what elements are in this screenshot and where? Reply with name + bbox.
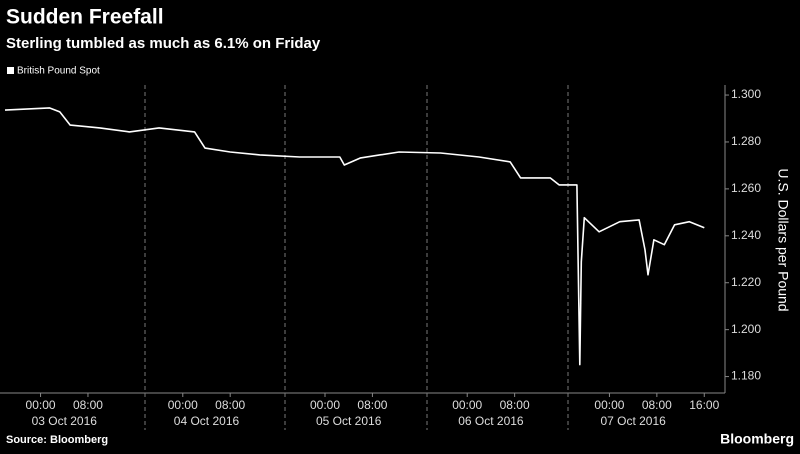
x-tick-label: 16:00 [689, 398, 719, 412]
x-date-label: 04 Oct 2016 [174, 414, 240, 428]
x-tick-label: 00:00 [168, 398, 198, 412]
y-tick-label: 1.240 [731, 228, 761, 242]
chart-title: Sudden Freefall [6, 6, 164, 29]
brand: Bloomberg [720, 431, 794, 447]
source: Source: Bloomberg [6, 434, 108, 446]
y-tick-label: 1.280 [731, 134, 761, 148]
y-tick-label: 1.300 [731, 87, 761, 101]
x-tick-label: 00:00 [26, 398, 56, 412]
x-tick-label: 08:00 [215, 398, 245, 412]
legend-label: British Pound Spot [17, 66, 100, 77]
x-tick-label: 08:00 [500, 398, 530, 412]
x-tick-label: 08:00 [357, 398, 387, 412]
x-date-label: 05 Oct 2016 [316, 414, 382, 428]
chart-subtitle: Sterling tumbled as much as 6.1% on Frid… [6, 35, 321, 52]
x-date-label: 07 Oct 2016 [600, 414, 666, 428]
day-separators [144, 85, 569, 430]
y-tick-label: 1.180 [731, 369, 761, 383]
x-date-label: 03 Oct 2016 [32, 414, 98, 428]
x-tick-label: 00:00 [594, 398, 624, 412]
x-date-label: 06 Oct 2016 [458, 414, 524, 428]
y-tick-label: 1.260 [731, 181, 761, 195]
x-tick-label: 08:00 [642, 398, 672, 412]
x-tick-label: 00:00 [452, 398, 482, 412]
line-series [4, 107, 705, 366]
y-tick-label: 1.220 [731, 275, 761, 289]
y-tick-label: 1.200 [731, 322, 761, 336]
y-axis-label: U.S. Dollars per Pound [775, 168, 791, 311]
x-tick-label: 00:00 [310, 398, 340, 412]
x-tick-label: 08:00 [73, 398, 103, 412]
legend-swatch [7, 67, 14, 74]
